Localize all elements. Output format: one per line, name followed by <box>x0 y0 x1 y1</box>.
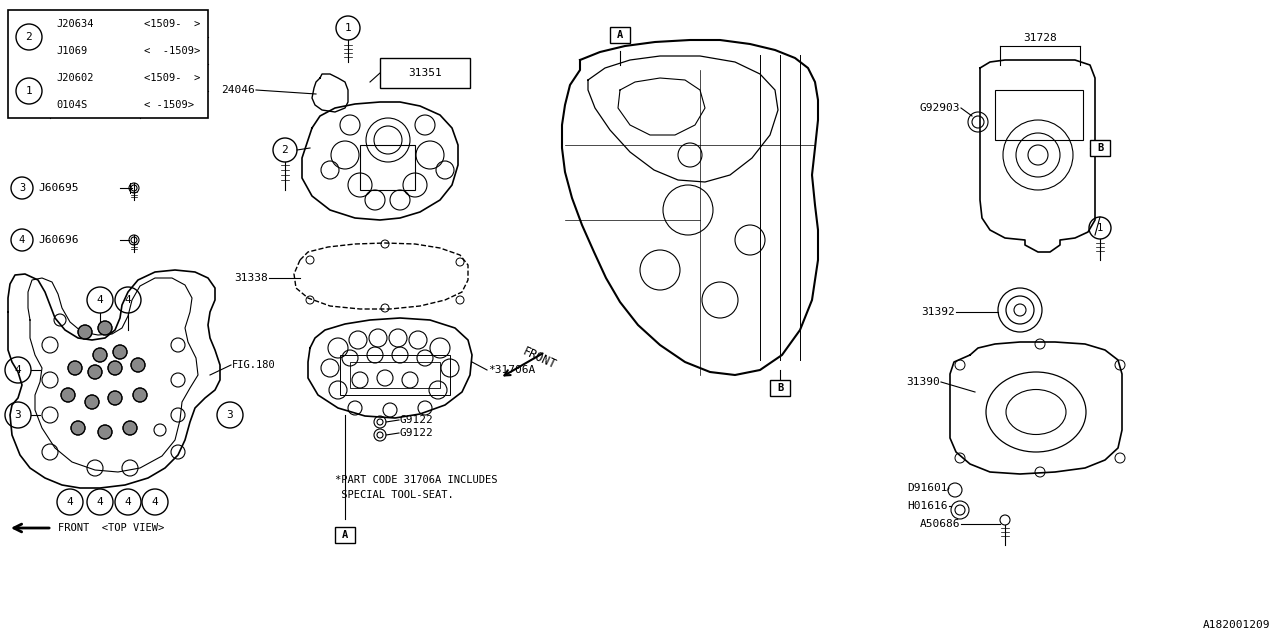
Text: A182001209: A182001209 <box>1202 620 1270 630</box>
Bar <box>335 527 355 543</box>
Text: 2: 2 <box>282 145 288 155</box>
Text: B: B <box>1097 143 1103 153</box>
Circle shape <box>78 325 92 339</box>
Text: <  -1509>: < -1509> <box>143 45 200 56</box>
Text: G9122: G9122 <box>399 428 434 438</box>
Circle shape <box>131 358 145 372</box>
Text: 31728: 31728 <box>1023 33 1057 43</box>
Circle shape <box>108 361 122 375</box>
Text: 1: 1 <box>344 23 352 33</box>
Text: 0104S: 0104S <box>56 99 87 109</box>
Circle shape <box>113 345 127 359</box>
Text: D91601: D91601 <box>908 483 948 493</box>
Circle shape <box>88 365 102 379</box>
Text: J20602: J20602 <box>56 72 93 83</box>
Bar <box>380 58 470 88</box>
Text: J60695: J60695 <box>38 183 78 193</box>
Text: *31706A: *31706A <box>488 365 535 375</box>
Text: < -1509>: < -1509> <box>143 99 195 109</box>
Text: SPECIAL TOOL-SEAT.: SPECIAL TOOL-SEAT. <box>335 490 453 500</box>
Text: 24046: 24046 <box>221 85 255 95</box>
Circle shape <box>84 395 99 409</box>
Circle shape <box>99 321 113 335</box>
Text: 2: 2 <box>26 32 32 42</box>
Text: FRONT: FRONT <box>520 344 558 371</box>
Text: 4: 4 <box>151 497 159 507</box>
Text: 4: 4 <box>124 497 132 507</box>
Text: FRONT  <TOP VIEW>: FRONT <TOP VIEW> <box>58 523 164 533</box>
Text: A: A <box>342 530 348 540</box>
Text: G9122: G9122 <box>399 415 434 425</box>
Text: J60696: J60696 <box>38 235 78 245</box>
Bar <box>771 380 790 396</box>
Text: 1: 1 <box>26 86 32 96</box>
Text: <1509-  >: <1509- > <box>143 19 200 29</box>
Circle shape <box>70 421 84 435</box>
Text: H01616: H01616 <box>908 501 948 511</box>
Text: 4: 4 <box>14 365 22 375</box>
Text: A: A <box>617 30 623 40</box>
Text: 3: 3 <box>227 410 233 420</box>
Bar <box>1091 140 1110 156</box>
Circle shape <box>99 425 113 439</box>
Bar <box>360 145 415 190</box>
Text: *PART CODE 31706A INCLUDES: *PART CODE 31706A INCLUDES <box>335 475 498 485</box>
Text: 31390: 31390 <box>906 377 940 387</box>
Circle shape <box>61 388 76 402</box>
Bar <box>995 90 1083 140</box>
Text: 4: 4 <box>67 497 73 507</box>
Text: J20634: J20634 <box>56 19 93 29</box>
Text: A50686: A50686 <box>919 519 960 529</box>
Text: 31392: 31392 <box>922 307 955 317</box>
Bar <box>340 355 451 395</box>
Bar <box>8 10 207 118</box>
Text: G92903: G92903 <box>919 103 960 113</box>
Circle shape <box>108 391 122 405</box>
Circle shape <box>133 388 147 402</box>
Text: 4: 4 <box>124 295 132 305</box>
Text: <1509-  >: <1509- > <box>143 72 200 83</box>
Circle shape <box>93 348 108 362</box>
Text: 3: 3 <box>19 183 26 193</box>
Text: 4: 4 <box>19 235 26 245</box>
Text: 4: 4 <box>96 497 104 507</box>
Text: 1: 1 <box>1097 223 1103 233</box>
Bar <box>611 27 630 43</box>
Text: B: B <box>777 383 783 393</box>
Text: 3: 3 <box>14 410 22 420</box>
Circle shape <box>68 361 82 375</box>
Text: J1069: J1069 <box>56 45 87 56</box>
Text: 31338: 31338 <box>234 273 268 283</box>
Text: 4: 4 <box>96 295 104 305</box>
Text: FIG.180: FIG.180 <box>232 360 275 370</box>
Bar <box>349 362 440 388</box>
Text: 31351: 31351 <box>408 68 442 78</box>
Circle shape <box>123 421 137 435</box>
